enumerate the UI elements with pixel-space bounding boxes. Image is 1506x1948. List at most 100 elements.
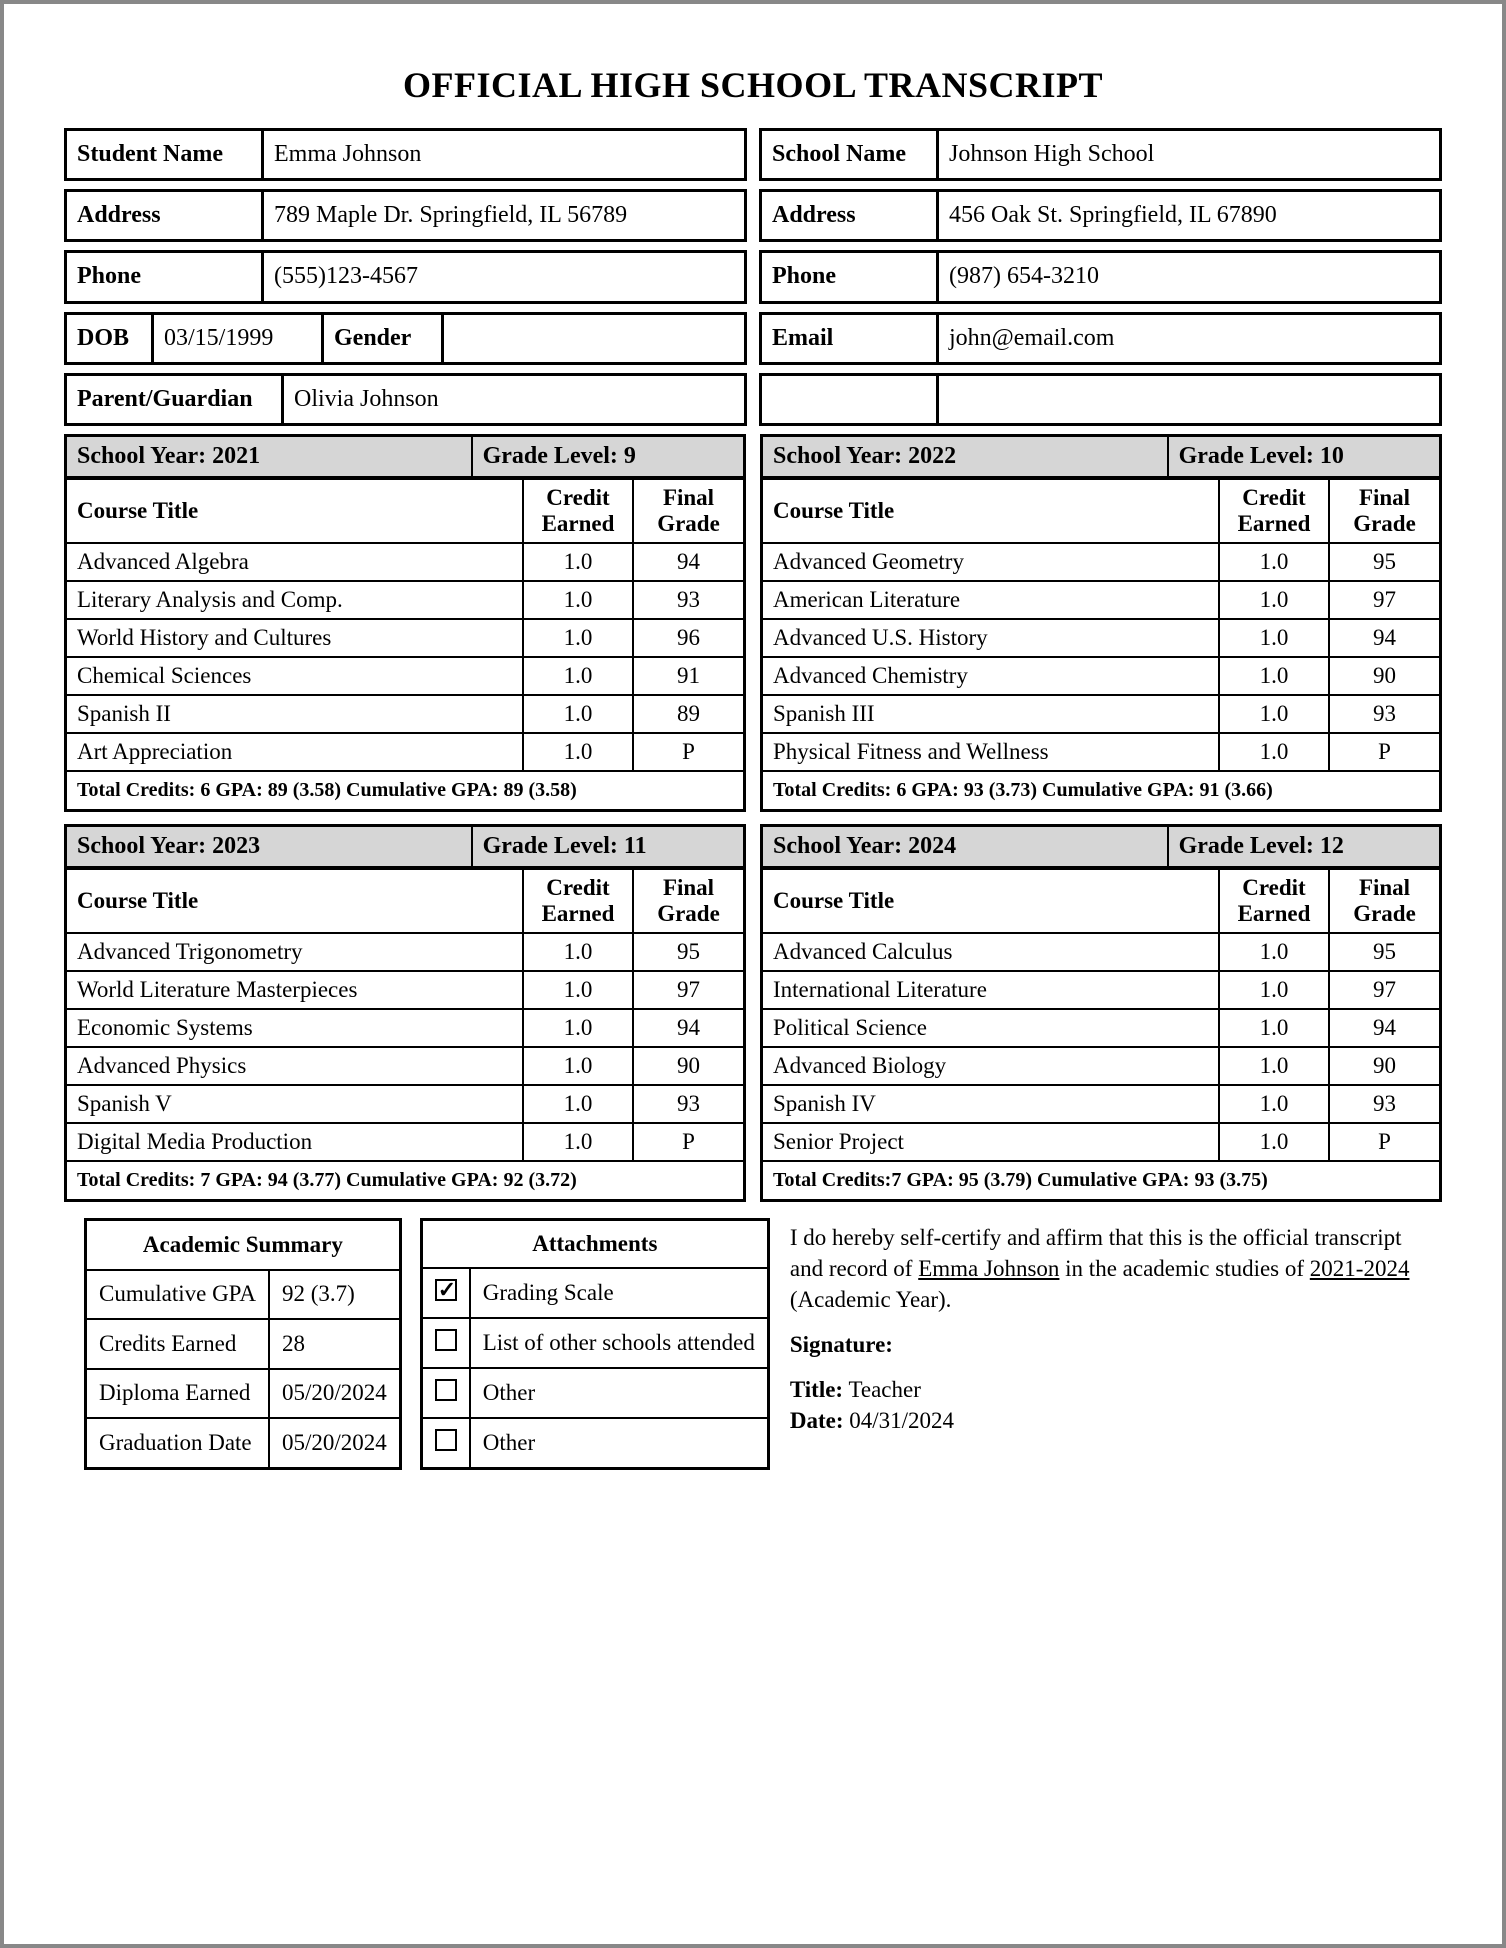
course-row: American Literature1.097 xyxy=(763,581,1439,619)
course-credit: 1.0 xyxy=(1219,619,1329,657)
course-grade: 90 xyxy=(1329,657,1439,695)
col-course-title: Course Title xyxy=(67,479,523,543)
col-course-title: Course Title xyxy=(67,869,523,933)
col-final-grade: FinalGrade xyxy=(633,479,743,543)
course-row: World History and Cultures1.096 xyxy=(67,619,743,657)
year-footer: Total Credits: 6 GPA: 89 (3.58) Cumulati… xyxy=(67,770,743,809)
label-parent: Parent/Guardian xyxy=(64,373,284,426)
value-school-address: 456 Oak St. Springfield, IL 67890 xyxy=(939,189,1442,242)
course-grade: 95 xyxy=(1329,543,1439,581)
summary-header: Academic Summary xyxy=(86,1219,401,1269)
course-grade: 93 xyxy=(1329,695,1439,733)
year-block: School Year: 2024Grade Level: 12Course T… xyxy=(760,824,1442,1202)
course-row: Advanced Algebra1.094 xyxy=(67,543,743,581)
course-row: Advanced Physics1.090 xyxy=(67,1047,743,1085)
course-table: Course TitleCreditEarnedFinalGradeAdvanc… xyxy=(67,478,743,770)
course-credit: 1.0 xyxy=(523,733,633,770)
course-credit: 1.0 xyxy=(523,1123,633,1160)
info-row-2: Address 789 Maple Dr. Springfield, IL 56… xyxy=(64,189,1442,242)
course-row: Advanced Chemistry1.090 xyxy=(763,657,1439,695)
course-title: Spanish III xyxy=(763,695,1219,733)
course-grade: P xyxy=(1329,733,1439,770)
transcript-page: OFFICIAL HIGH SCHOOL TRANSCRIPT Student … xyxy=(0,0,1506,1948)
label-gender: Gender xyxy=(324,312,444,365)
value-school-phone: (987) 654-3210 xyxy=(939,250,1442,303)
attachment-row: Other xyxy=(421,1418,768,1469)
course-grade: 93 xyxy=(1329,1085,1439,1123)
bottom-section: Academic Summary Cumulative GPA 92 (3.7)… xyxy=(64,1218,1442,1470)
course-grade: 94 xyxy=(1329,619,1439,657)
course-title: World Literature Masterpieces xyxy=(67,971,523,1009)
cert-statement: I do hereby self-certify and affirm that… xyxy=(790,1222,1420,1315)
summary-label-cumgpa: Cumulative GPA xyxy=(86,1270,269,1320)
course-title: Physical Fitness and Wellness xyxy=(763,733,1219,770)
course-row: Advanced Biology1.090 xyxy=(763,1047,1439,1085)
col-credit-earned: CreditEarned xyxy=(1219,869,1329,933)
course-title: Art Appreciation xyxy=(67,733,523,770)
checkbox-icon xyxy=(435,1279,457,1301)
value-student-name: Emma Johnson xyxy=(264,128,747,181)
course-credit: 1.0 xyxy=(1219,657,1329,695)
cert-year-range: 2021-2024 xyxy=(1310,1256,1410,1281)
course-grade: 97 xyxy=(1329,971,1439,1009)
course-title: Spanish V xyxy=(67,1085,523,1123)
course-title: American Literature xyxy=(763,581,1219,619)
course-row: Chemical Sciences1.091 xyxy=(67,657,743,695)
col-final-grade: FinalGrade xyxy=(633,869,743,933)
cert-post: (Academic Year). xyxy=(790,1287,952,1312)
course-title: Advanced Chemistry xyxy=(763,657,1219,695)
value-dob: 03/15/1999 xyxy=(154,312,324,365)
course-credit: 1.0 xyxy=(1219,1047,1329,1085)
course-title: Senior Project xyxy=(763,1123,1219,1160)
summary-value-credits: 28 xyxy=(269,1319,400,1369)
course-row: Spanish V1.093 xyxy=(67,1085,743,1123)
attachments-header: Attachments xyxy=(421,1219,768,1268)
course-grade: 94 xyxy=(633,543,743,581)
course-row: International Literature1.097 xyxy=(763,971,1439,1009)
course-row: World Literature Masterpieces1.097 xyxy=(67,971,743,1009)
summary-label-credits: Credits Earned xyxy=(86,1319,269,1369)
course-title: Advanced Biology xyxy=(763,1047,1219,1085)
cert-signature-label: Signature: xyxy=(790,1332,893,1357)
course-row: Advanced Trigonometry1.095 xyxy=(67,933,743,971)
course-row: Spanish IV1.093 xyxy=(763,1085,1439,1123)
course-credit: 1.0 xyxy=(1219,543,1329,581)
value-school-name: Johnson High School xyxy=(939,128,1442,181)
course-grade: 97 xyxy=(1329,581,1439,619)
course-row: Advanced Calculus1.095 xyxy=(763,933,1439,971)
cert-date-value: 04/31/2024 xyxy=(849,1408,954,1433)
cert-name: Emma Johnson xyxy=(918,1256,1059,1281)
attachment-checkbox-cell xyxy=(421,1318,470,1368)
course-credit: 1.0 xyxy=(523,581,633,619)
value-email: john@email.com xyxy=(939,312,1442,365)
info-row-4: DOB 03/15/1999 Gender Email john@email.c… xyxy=(64,312,1442,365)
course-grade: 94 xyxy=(633,1009,743,1047)
grade-level-header: Grade Level: 12 xyxy=(1169,827,1439,868)
value-student-address: 789 Maple Dr. Springfield, IL 56789 xyxy=(264,189,747,242)
attachment-label: Other xyxy=(470,1418,769,1469)
certification-block: I do hereby self-certify and affirm that… xyxy=(788,1218,1422,1470)
course-table: Course TitleCreditEarnedFinalGradeAdvanc… xyxy=(763,868,1439,1160)
course-title: International Literature xyxy=(763,971,1219,1009)
course-credit: 1.0 xyxy=(1219,695,1329,733)
year-footer: Total Credits: 7 GPA: 94 (3.77) Cumulati… xyxy=(67,1160,743,1199)
course-grade: 93 xyxy=(633,1085,743,1123)
course-grade: 89 xyxy=(633,695,743,733)
school-year-header: School Year: 2021 xyxy=(67,437,473,478)
label-email: Email xyxy=(759,312,939,365)
course-title: Advanced Calculus xyxy=(763,933,1219,971)
course-title: Spanish IV xyxy=(763,1085,1219,1123)
course-title: Political Science xyxy=(763,1009,1219,1047)
course-row: Senior Project1.0P xyxy=(763,1123,1439,1160)
course-row: Literary Analysis and Comp.1.093 xyxy=(67,581,743,619)
grade-level-header: Grade Level: 9 xyxy=(473,437,743,478)
course-grade: 90 xyxy=(1329,1047,1439,1085)
label-student-address: Address xyxy=(64,189,264,242)
col-course-title: Course Title xyxy=(763,479,1219,543)
course-credit: 1.0 xyxy=(523,657,633,695)
course-grade: P xyxy=(633,1123,743,1160)
label-school-name: School Name xyxy=(759,128,939,181)
course-grade: 91 xyxy=(633,657,743,695)
attachment-checkbox-cell xyxy=(421,1418,470,1469)
course-title: Advanced Algebra xyxy=(67,543,523,581)
